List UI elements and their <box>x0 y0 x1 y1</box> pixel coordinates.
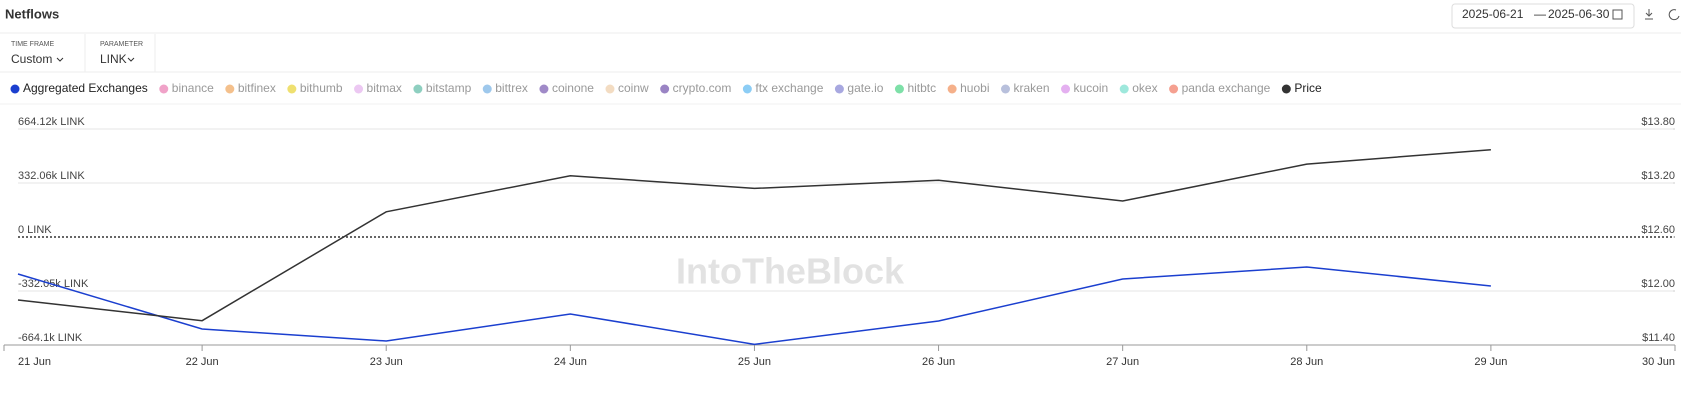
x-tick-label: 26 Jun <box>922 356 955 368</box>
date-range[interactable] <box>1451 3 1635 29</box>
legend-swatch[interactable] <box>159 84 169 94</box>
legend-label[interactable]: bittrex <box>495 81 528 95</box>
legend-label[interactable]: kucoin <box>1074 81 1109 95</box>
legend-label[interactable]: binance <box>172 81 214 95</box>
x-tick-label: 29 Jun <box>1474 356 1507 368</box>
legend-swatch[interactable] <box>10 84 20 94</box>
legend-label[interactable]: bithumb <box>300 81 343 95</box>
legend-label[interactable]: coinw <box>618 81 649 95</box>
chevron[interactable] <box>127 57 135 62</box>
control-value[interactable]: Custom <box>11 52 52 66</box>
legend-label[interactable]: crypto.com <box>673 81 732 95</box>
x-tick-label: 22 Jun <box>186 356 219 368</box>
control-label: TIME FRAME <box>11 41 54 48</box>
legend-swatch[interactable] <box>482 84 492 94</box>
legend-label[interactable]: bitfinex <box>238 81 276 95</box>
legend-swatch[interactable] <box>742 84 752 94</box>
legend-label[interactable]: coinone <box>552 81 594 95</box>
legend-swatch[interactable] <box>413 84 423 94</box>
legend-swatch[interactable] <box>660 84 670 94</box>
date-from[interactable]: 2025-06-21 <box>1462 7 1524 21</box>
legend-label[interactable]: Aggregated Exchanges <box>23 81 148 95</box>
legend-swatch[interactable] <box>834 84 844 94</box>
settings-icon[interactable] <box>1668 9 1680 21</box>
download-icon[interactable] <box>1645 9 1653 20</box>
legend-swatch[interactable] <box>1281 84 1291 94</box>
y2-tick-label: $12.00 <box>1641 278 1675 290</box>
control-value[interactable]: LINK <box>100 52 127 66</box>
legend-swatch[interactable] <box>894 84 904 94</box>
calendar-icon[interactable] <box>1612 9 1623 20</box>
y2-tick-label: $13.20 <box>1641 170 1675 182</box>
legend-swatch[interactable] <box>354 84 364 94</box>
legend-label[interactable]: hitbtc <box>907 81 936 95</box>
y-tick-label: 332.06k LINK <box>18 170 85 182</box>
legend-label[interactable]: bitmax <box>367 81 402 95</box>
series-line <box>17 266 1491 346</box>
y-tick-label: 0 LINK <box>18 224 52 236</box>
x-tick-label: 23 Jun <box>370 356 403 368</box>
legend-swatch[interactable] <box>947 84 957 94</box>
legend-label[interactable]: kraken <box>1014 81 1050 95</box>
legend-swatch[interactable] <box>539 84 549 94</box>
legend-swatch[interactable] <box>1119 84 1129 94</box>
x-tick-label: 27 Jun <box>1106 356 1139 368</box>
watermark: IntoTheBlock <box>676 251 905 292</box>
legend-label[interactable]: Price <box>1294 81 1322 95</box>
chevron[interactable] <box>56 57 64 62</box>
legend-swatch[interactable] <box>287 84 297 94</box>
legend-swatch[interactable] <box>1061 84 1071 94</box>
legend-swatch[interactable] <box>605 84 615 94</box>
control-label: PARAMETER <box>100 41 143 48</box>
legend-swatch[interactable] <box>1001 84 1010 94</box>
legend-label[interactable]: okex <box>1132 81 1157 95</box>
y-tick-label: 664.12k LINK <box>18 116 85 128</box>
legend-label[interactable]: gate.io <box>847 81 883 95</box>
x-tick-label: 28 Jun <box>1290 356 1323 368</box>
x-tick-label: 30 Jun <box>1642 356 1675 368</box>
y-tick-label: -664.1k LINK <box>18 332 83 344</box>
x-tick-label: 24 Jun <box>554 356 587 368</box>
date-separator: — <box>1534 7 1546 21</box>
x-tick-label: 25 Jun <box>738 356 771 368</box>
legend-label[interactable]: bitstamp <box>426 81 472 95</box>
series-line <box>17 148 1491 322</box>
legend-label[interactable]: ftx exchange <box>755 81 823 95</box>
title: Netflows <box>5 6 59 21</box>
y2-tick-label: $11.40 <box>1642 332 1675 344</box>
y2-tick-label: $12.60 <box>1641 224 1675 236</box>
y2-tick-label: $13.80 <box>1641 116 1675 128</box>
legend-swatch[interactable] <box>225 84 235 94</box>
x-tick-label: 21 Jun <box>18 356 51 368</box>
legend-label[interactable]: huobi <box>960 81 989 95</box>
legend-label[interactable]: panda exchange <box>1182 81 1271 95</box>
legend-swatch[interactable] <box>1169 84 1179 94</box>
date-to[interactable]: 2025-06-30 <box>1548 7 1610 21</box>
